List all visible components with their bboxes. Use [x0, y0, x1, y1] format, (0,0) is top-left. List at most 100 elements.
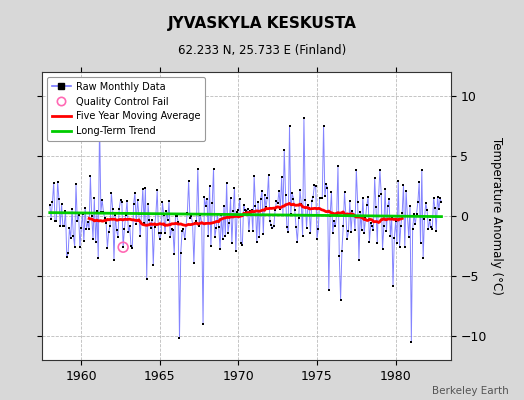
- Point: [374, 193, 383, 199]
- Point: [81, 205, 89, 211]
- Point: [386, 233, 395, 239]
- Point: [327, 189, 335, 196]
- Point: [425, 217, 434, 224]
- Point: [318, 194, 326, 201]
- Point: [123, 198, 131, 204]
- Point: [332, 211, 341, 218]
- Point: [128, 245, 136, 251]
- Point: [64, 250, 72, 256]
- Point: [90, 195, 99, 202]
- Point: [263, 195, 271, 202]
- Point: [420, 216, 429, 222]
- Point: [289, 195, 298, 202]
- Point: [229, 208, 237, 214]
- Point: [47, 216, 55, 222]
- Point: [217, 211, 225, 218]
- Point: [204, 232, 212, 239]
- Point: [271, 207, 279, 214]
- Point: [248, 228, 257, 235]
- Point: [222, 179, 231, 186]
- Point: [336, 297, 345, 303]
- Point: [395, 244, 403, 250]
- Point: [390, 235, 398, 241]
- Point: [292, 224, 300, 230]
- Point: [65, 225, 73, 231]
- Point: [385, 196, 393, 202]
- Point: [269, 223, 278, 230]
- Point: [82, 226, 91, 232]
- Point: [251, 202, 259, 209]
- Point: [69, 232, 78, 239]
- Point: [54, 196, 63, 203]
- Point: [424, 226, 432, 233]
- Text: Berkeley Earth: Berkeley Earth: [432, 386, 508, 396]
- Point: [260, 192, 269, 198]
- Point: [313, 235, 321, 242]
- Point: [343, 236, 351, 242]
- Point: [329, 230, 337, 236]
- Point: [357, 227, 366, 234]
- Point: [314, 226, 322, 232]
- Point: [96, 208, 105, 215]
- Point: [135, 211, 143, 217]
- Point: [56, 223, 64, 229]
- Point: [431, 205, 439, 212]
- Point: [237, 240, 245, 246]
- Point: [103, 245, 112, 251]
- Point: [175, 335, 183, 342]
- Point: [133, 197, 141, 204]
- Point: [259, 230, 267, 237]
- Point: [201, 202, 210, 209]
- Point: [277, 174, 286, 181]
- Point: [70, 243, 79, 250]
- Point: [180, 236, 189, 242]
- Point: [365, 239, 374, 245]
- Point: [421, 200, 430, 206]
- Point: [171, 212, 180, 219]
- Point: [437, 199, 445, 206]
- Point: [413, 198, 422, 205]
- Point: [104, 228, 113, 235]
- Point: [68, 206, 76, 212]
- Point: [381, 186, 389, 192]
- Point: [300, 114, 308, 121]
- Point: [57, 201, 66, 208]
- Point: [141, 185, 149, 192]
- Point: [427, 224, 435, 230]
- Point: [233, 209, 241, 215]
- Point: [310, 182, 319, 189]
- Point: [220, 202, 228, 209]
- Point: [296, 187, 304, 194]
- Point: [165, 198, 173, 204]
- Point: [368, 223, 376, 230]
- Point: [344, 228, 353, 235]
- Point: [125, 223, 134, 229]
- Point: [335, 253, 343, 260]
- Point: [148, 217, 156, 223]
- Point: [377, 190, 385, 197]
- Point: [191, 219, 199, 226]
- Point: [115, 206, 123, 212]
- Point: [308, 198, 316, 204]
- Point: [227, 239, 236, 246]
- Point: [153, 187, 161, 193]
- Point: [183, 210, 191, 216]
- Point: [316, 194, 325, 201]
- Y-axis label: Temperature Anomaly (°C): Temperature Anomaly (°C): [490, 137, 504, 295]
- Point: [51, 218, 59, 224]
- Point: [163, 217, 172, 223]
- Point: [275, 188, 283, 194]
- Point: [311, 183, 320, 189]
- Point: [60, 223, 68, 229]
- Point: [246, 208, 254, 214]
- Point: [137, 211, 146, 217]
- Point: [285, 123, 293, 129]
- Point: [321, 193, 329, 200]
- Point: [361, 215, 369, 222]
- Point: [235, 196, 244, 202]
- Point: [196, 212, 204, 219]
- Point: [225, 220, 233, 226]
- Point: [416, 240, 424, 246]
- Point: [67, 235, 75, 241]
- Point: [151, 211, 160, 218]
